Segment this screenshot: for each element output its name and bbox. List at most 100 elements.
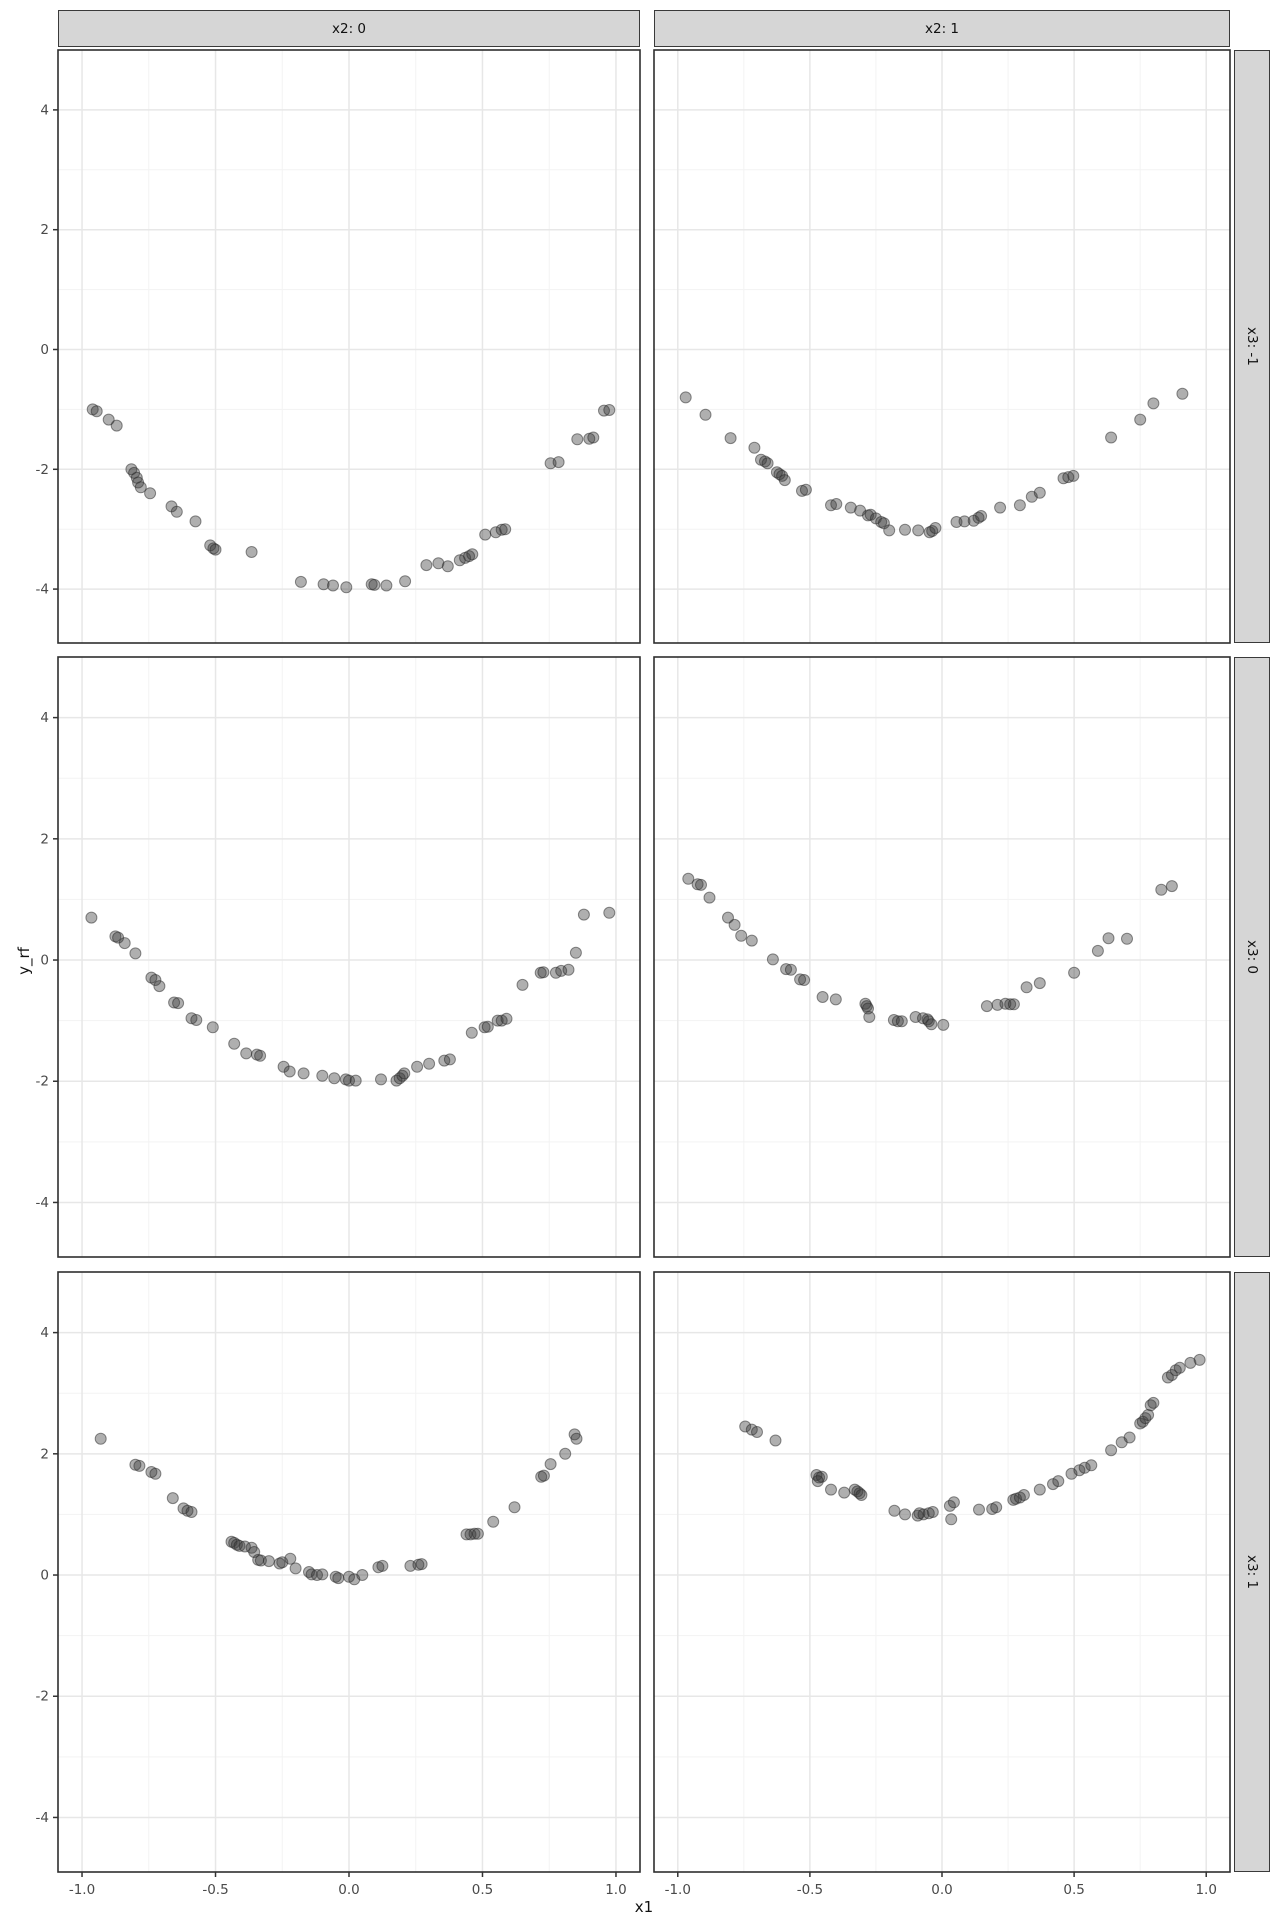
data-point — [240, 1047, 253, 1060]
data-point — [562, 963, 575, 976]
data-point — [499, 523, 512, 536]
y-tick-label: -4 — [36, 1195, 49, 1211]
data-point — [682, 872, 695, 885]
data-point — [228, 1037, 241, 1050]
facet-strip-x3-1: x3: 1 — [1234, 1272, 1270, 1872]
data-point — [1068, 966, 1081, 979]
data-point — [999, 997, 1012, 1010]
data-point — [917, 1012, 929, 1025]
data-point — [254, 1049, 267, 1062]
data-point — [149, 974, 162, 986]
data-point — [1105, 1444, 1118, 1457]
data-point — [555, 964, 568, 977]
data-point — [1017, 1489, 1030, 1501]
data-point — [891, 1015, 904, 1028]
data-point — [487, 1515, 500, 1528]
data-point — [728, 918, 741, 931]
data-point — [926, 1506, 939, 1518]
panel-border — [653, 656, 1231, 1258]
facet-strip-x3-0: x3: 0 — [1234, 657, 1270, 1257]
data-point — [569, 946, 582, 959]
data-point — [570, 1432, 583, 1445]
data-point — [170, 505, 183, 518]
data-point — [1184, 1356, 1197, 1369]
facet-strip-x2-0: x2: 0 — [58, 10, 640, 47]
data-point — [284, 1552, 297, 1565]
data-point — [853, 1487, 866, 1500]
data-point — [500, 1012, 513, 1025]
data-point — [294, 575, 307, 588]
data-point — [297, 1067, 310, 1080]
data-point — [375, 1073, 387, 1086]
data-point — [209, 543, 222, 556]
data-point — [571, 433, 584, 446]
data-point — [376, 1559, 389, 1572]
y-tick-label: 0 — [40, 953, 49, 969]
data-point — [537, 1469, 550, 1482]
data-point — [415, 1558, 428, 1571]
y-tick-label: -4 — [36, 582, 49, 598]
data-point — [432, 557, 445, 570]
data-point — [699, 408, 712, 421]
data-point — [1142, 1409, 1155, 1421]
data-point — [94, 1432, 107, 1445]
data-point — [420, 559, 433, 572]
data-point — [973, 1503, 985, 1516]
y-tick-label: 2 — [40, 831, 49, 847]
data-point — [603, 906, 616, 919]
x-tick-label: -0.5 — [797, 1882, 823, 1898]
data-point — [745, 934, 758, 947]
data-point — [895, 1015, 908, 1028]
data-point — [399, 575, 412, 588]
data-point — [516, 978, 529, 991]
data-point — [1165, 880, 1178, 893]
data-point — [735, 929, 748, 942]
data-point — [829, 993, 842, 1006]
data-point — [398, 1067, 411, 1080]
data-point — [1033, 1483, 1046, 1496]
data-point — [172, 997, 185, 1010]
data-point — [994, 501, 1007, 514]
data-point — [587, 431, 600, 444]
data-point — [1134, 413, 1147, 426]
x-tick-label: 1.0 — [605, 1882, 626, 1898]
x-tick-label: 0.5 — [1063, 1882, 1084, 1898]
data-point — [811, 1475, 824, 1488]
data-point — [327, 579, 339, 592]
x-tick-label: 0.0 — [931, 1882, 952, 1898]
data-point — [855, 1489, 868, 1501]
panel-border — [653, 49, 1231, 644]
data-point — [990, 1501, 1003, 1514]
panel-border — [57, 49, 641, 644]
data-point — [695, 878, 707, 891]
data-point — [769, 1434, 782, 1447]
data-point — [185, 1506, 198, 1518]
data-point — [899, 1508, 911, 1521]
x-tick-label: -1.0 — [69, 1882, 95, 1898]
data-point — [491, 1014, 504, 1027]
data-point — [328, 1072, 341, 1085]
data-point — [168, 996, 181, 1009]
data-point — [1155, 883, 1168, 896]
data-point — [751, 1426, 763, 1438]
data-point — [552, 456, 565, 469]
data-point — [479, 528, 492, 541]
data-point — [277, 1060, 290, 1073]
data-point — [508, 1501, 521, 1514]
data-point — [489, 526, 502, 539]
data-point — [317, 578, 330, 591]
data-point — [863, 1011, 876, 1023]
data-point — [780, 963, 793, 976]
data-point — [316, 1069, 329, 1082]
data-point — [748, 441, 761, 454]
data-point — [784, 963, 797, 976]
data-point — [799, 483, 812, 496]
data-point — [844, 501, 857, 514]
data-point — [190, 1014, 203, 1026]
data-point — [441, 560, 454, 573]
x-tick-label: -1.0 — [665, 1882, 691, 1898]
data-point — [739, 1420, 752, 1433]
data-point — [495, 523, 508, 536]
data-point — [1020, 981, 1033, 994]
